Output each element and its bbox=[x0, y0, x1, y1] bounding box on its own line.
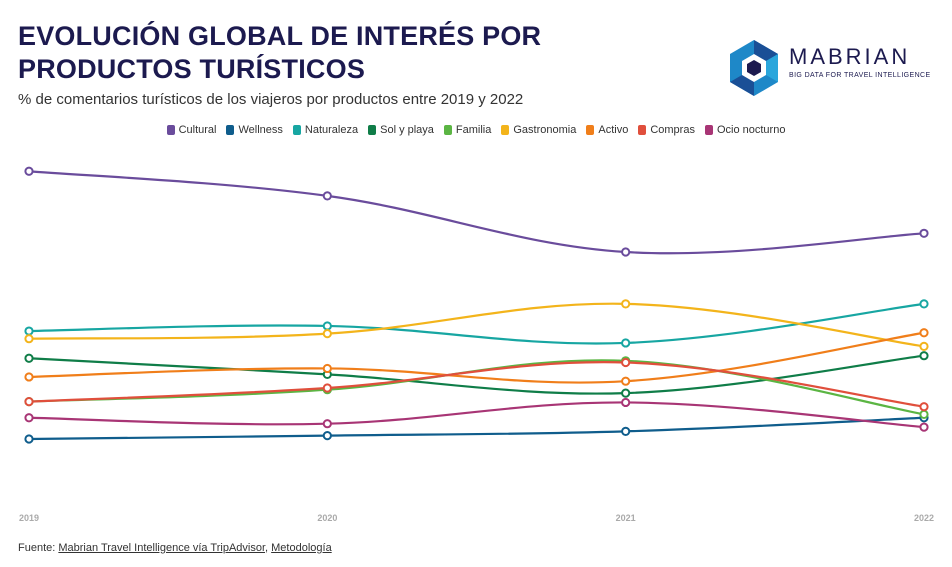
data-point-sol-y-playa-2021[interactable] bbox=[621, 388, 631, 398]
data-point-activo-2022[interactable] bbox=[919, 328, 929, 338]
legend-swatch bbox=[292, 125, 301, 135]
legend-swatch bbox=[704, 125, 713, 135]
source-link[interactable]: Mabrian Travel Intelligence vía TripAdvi… bbox=[58, 542, 266, 554]
data-point-wellness-2019[interactable] bbox=[24, 434, 34, 444]
series-line-wellness bbox=[28, 416, 925, 441]
legend-label: Compras bbox=[650, 124, 695, 136]
data-point-compras-2022[interactable] bbox=[919, 402, 929, 412]
data-point-gastronomia-2021[interactable] bbox=[621, 299, 631, 309]
data-point-naturaleza-2021[interactable] bbox=[621, 338, 631, 348]
legend-item-ocio-nocturno[interactable]: Ocio nocturno bbox=[704, 124, 786, 136]
legend-item-sol-y-playa[interactable]: Sol y playa bbox=[368, 124, 434, 136]
legend-label: Gastronomia bbox=[513, 124, 577, 136]
data-point-naturaleza-2020[interactable] bbox=[322, 321, 332, 331]
data-point-activo-2021[interactable] bbox=[621, 376, 631, 386]
data-point-cultural-2021[interactable] bbox=[621, 247, 631, 257]
legend-label: Naturaleza bbox=[304, 124, 359, 136]
legend-swatch bbox=[368, 125, 377, 135]
legend-label: Activo bbox=[598, 124, 629, 136]
data-point-wellness-2021[interactable] bbox=[621, 426, 631, 436]
series-line-cultural bbox=[28, 170, 925, 255]
data-point-ocio-nocturno-2022[interactable] bbox=[919, 422, 929, 432]
logo-wordmark: MABRIAN bbox=[789, 44, 911, 69]
hexagon-logo-icon bbox=[730, 40, 778, 96]
data-point-cultural-2019[interactable] bbox=[24, 166, 34, 176]
data-point-naturaleza-2019[interactable] bbox=[24, 326, 34, 336]
data-point-compras-2021[interactable] bbox=[621, 357, 631, 368]
legend-swatch bbox=[501, 125, 510, 135]
data-point-wellness-2020[interactable] bbox=[322, 431, 332, 441]
legend-label: Ocio nocturno bbox=[716, 124, 786, 136]
series-line-naturaleza bbox=[28, 302, 925, 345]
x-tick-label: 2022 bbox=[914, 513, 934, 523]
data-point-naturaleza-2022[interactable] bbox=[919, 299, 929, 309]
data-point-sol-y-playa-2022[interactable] bbox=[919, 351, 929, 361]
footer-separator: , bbox=[265, 542, 272, 554]
mabrian-logo: MABRIAN BIG DATA FOR TRAVEL INTELLIGENCE bbox=[727, 38, 930, 98]
legend-item-gastronomia[interactable]: Gastronomia bbox=[501, 124, 576, 136]
series-line-compras bbox=[28, 361, 925, 408]
legend-swatch bbox=[586, 125, 595, 135]
series-line-activo bbox=[28, 331, 925, 384]
data-point-gastronomia-2020[interactable] bbox=[322, 329, 332, 339]
data-point-cultural-2022[interactable] bbox=[919, 228, 929, 238]
source-footer: Fuente: Mabrian Travel Intelligence vía … bbox=[18, 542, 332, 554]
data-point-compras-2019[interactable] bbox=[24, 397, 34, 407]
series-line-ocio-nocturno bbox=[28, 401, 925, 429]
x-tick-label: 2021 bbox=[616, 513, 636, 523]
legend-item-wellness[interactable]: Wellness bbox=[226, 124, 283, 136]
chart-subtitle: % de comentarios turísticos de los viaje… bbox=[18, 91, 524, 108]
footer-prefix: Fuente: bbox=[18, 542, 59, 554]
x-tick-label: 2019 bbox=[19, 513, 39, 523]
data-point-gastronomia-2022[interactable] bbox=[919, 341, 929, 351]
legend-label: Familia bbox=[455, 124, 492, 136]
legend-label: Wellness bbox=[238, 124, 283, 136]
legend-item-cultural[interactable]: Cultural bbox=[166, 124, 217, 136]
legend-item-familia[interactable]: Familia bbox=[443, 124, 492, 136]
legend-item-activo[interactable]: Activo bbox=[586, 124, 628, 136]
data-point-gastronomia-2019[interactable] bbox=[24, 334, 34, 344]
data-point-ocio-nocturno-2020[interactable] bbox=[322, 419, 332, 429]
data-point-compras-2020[interactable] bbox=[322, 383, 332, 393]
chart-legend: Cultural Wellness Naturaleza Sol y playa Fam… bbox=[0, 124, 952, 136]
legend-swatch bbox=[226, 125, 235, 135]
data-point-activo-2020[interactable] bbox=[322, 363, 332, 374]
legend-item-compras[interactable]: Compras bbox=[638, 124, 695, 136]
data-point-sol-y-playa-2019[interactable] bbox=[24, 353, 34, 363]
data-point-cultural-2020[interactable] bbox=[322, 191, 332, 201]
legend-item-naturaleza[interactable]: Naturaleza bbox=[292, 124, 359, 136]
data-point-activo-2019[interactable] bbox=[24, 372, 34, 382]
legend-label: Cultural bbox=[178, 124, 217, 136]
chart-title: EVOLUCIÓN GLOBAL DE INTERÉS POR PRODUCTO… bbox=[18, 21, 542, 84]
logo-tagline: BIG DATA FOR TRAVEL INTELLIGENCE bbox=[789, 72, 931, 79]
x-tick-label: 2020 bbox=[317, 513, 337, 523]
data-point-ocio-nocturno-2021[interactable] bbox=[621, 397, 631, 408]
legend-swatch bbox=[443, 125, 452, 135]
legend-label: Sol y playa bbox=[380, 124, 434, 136]
legend-swatch bbox=[638, 125, 647, 135]
data-point-ocio-nocturno-2019[interactable] bbox=[24, 413, 34, 423]
series-line-gastronomia bbox=[28, 302, 925, 348]
series-line-sol-y-playa bbox=[28, 354, 925, 395]
methodology-link[interactable]: Metodología bbox=[271, 542, 332, 554]
data-point-familia-2022[interactable] bbox=[919, 409, 929, 419]
legend-swatch bbox=[166, 125, 175, 135]
